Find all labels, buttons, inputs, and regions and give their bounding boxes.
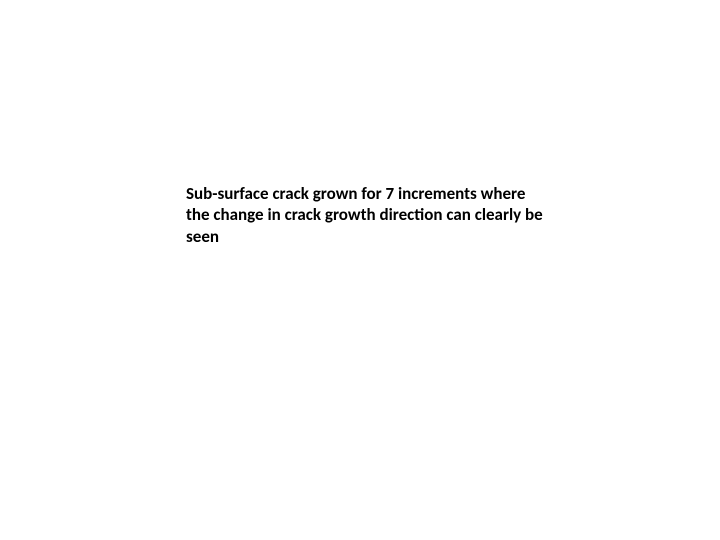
- figure-caption: Sub-surface crack grown for 7 increments…: [186, 183, 546, 247]
- slide-page: Sub-surface crack grown for 7 increments…: [0, 0, 720, 540]
